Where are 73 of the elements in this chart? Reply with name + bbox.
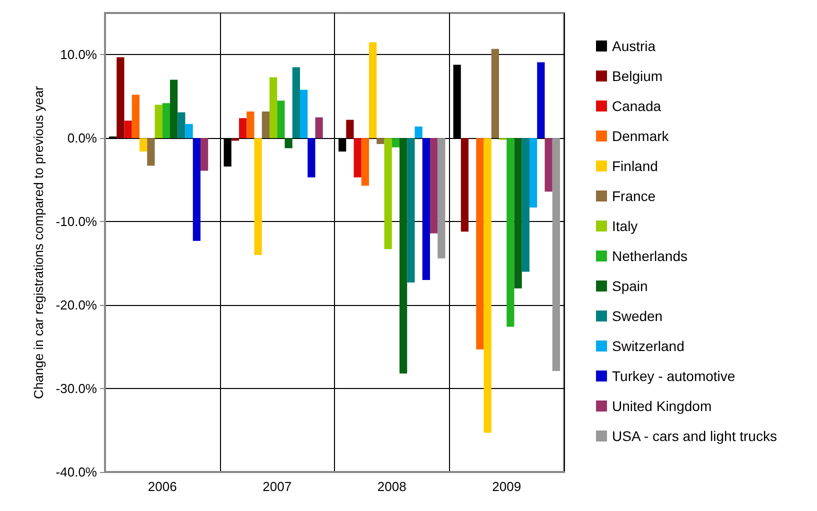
bar [262, 111, 270, 138]
bar [361, 138, 370, 186]
y-tick-label: -30.0% [56, 381, 98, 396]
y-tick-label: -40.0% [56, 464, 98, 480]
legend-label: Sweden [612, 308, 663, 324]
bar [300, 90, 308, 138]
legend-label: Turkey - automotive [612, 368, 736, 384]
bar [522, 138, 530, 272]
bar [514, 138, 522, 288]
bar [460, 138, 469, 232]
bar [529, 138, 538, 208]
bar [400, 138, 408, 374]
x-tick-label: 2007 [262, 479, 292, 494]
bar [231, 138, 240, 141]
bar [407, 138, 415, 283]
bar [422, 138, 430, 280]
legend-label: Canada [612, 98, 662, 114]
bar [392, 138, 400, 148]
bar [544, 138, 552, 192]
bar [552, 138, 560, 372]
bar [170, 80, 178, 138]
bar [537, 62, 545, 138]
bar [178, 112, 186, 138]
legend-label: Denmark [612, 128, 670, 144]
bar [154, 104, 162, 138]
y-tick-label: -20.0% [56, 298, 98, 313]
bar [484, 138, 492, 433]
legend-label: United Kingdom [612, 398, 712, 414]
bar [346, 120, 354, 138]
y-tick-label: 10.0% [60, 47, 98, 62]
bar [140, 138, 148, 152]
bar [270, 77, 278, 138]
legend-label: Switzerland [612, 338, 684, 354]
x-tick-label: 2008 [377, 479, 406, 494]
legend-label: USA - cars and light trucks [612, 428, 777, 444]
legend-label: Netherlands [612, 248, 688, 264]
legend-label: Austria [612, 38, 656, 54]
bar [376, 138, 384, 144]
bar [506, 138, 514, 327]
y-tick-label: 0.0% [67, 130, 98, 146]
y-tick-label: -10.0% [56, 214, 98, 230]
bar [369, 42, 377, 138]
bar [284, 138, 292, 148]
bar [315, 117, 323, 138]
bar [124, 120, 132, 138]
legend-label: France [612, 188, 656, 204]
bar [414, 126, 422, 138]
bar [254, 138, 262, 256]
bar [162, 103, 170, 138]
bar [308, 138, 316, 178]
bar [185, 124, 193, 138]
x-tick-label: 2009 [492, 479, 522, 494]
bar [292, 67, 300, 138]
bar [239, 118, 247, 138]
bar [246, 111, 254, 138]
bar [147, 138, 155, 166]
legend-label: Belgium [612, 68, 663, 84]
legend-label: Italy [612, 218, 638, 234]
legend-label: Spain [612, 278, 648, 294]
bar [200, 138, 208, 171]
bar [277, 100, 285, 138]
bar [384, 138, 392, 250]
bar [438, 138, 446, 258]
bar [476, 138, 484, 350]
bar [354, 138, 362, 178]
x-tick-label: 2006 [148, 479, 177, 494]
bar [132, 94, 140, 138]
bar [192, 138, 200, 241]
bar [116, 57, 124, 138]
bar [491, 48, 499, 138]
legend-label: Finland [612, 158, 658, 174]
y-axis-title: Change in car registrations compared to previous year [30, 85, 46, 399]
bar [430, 138, 438, 234]
